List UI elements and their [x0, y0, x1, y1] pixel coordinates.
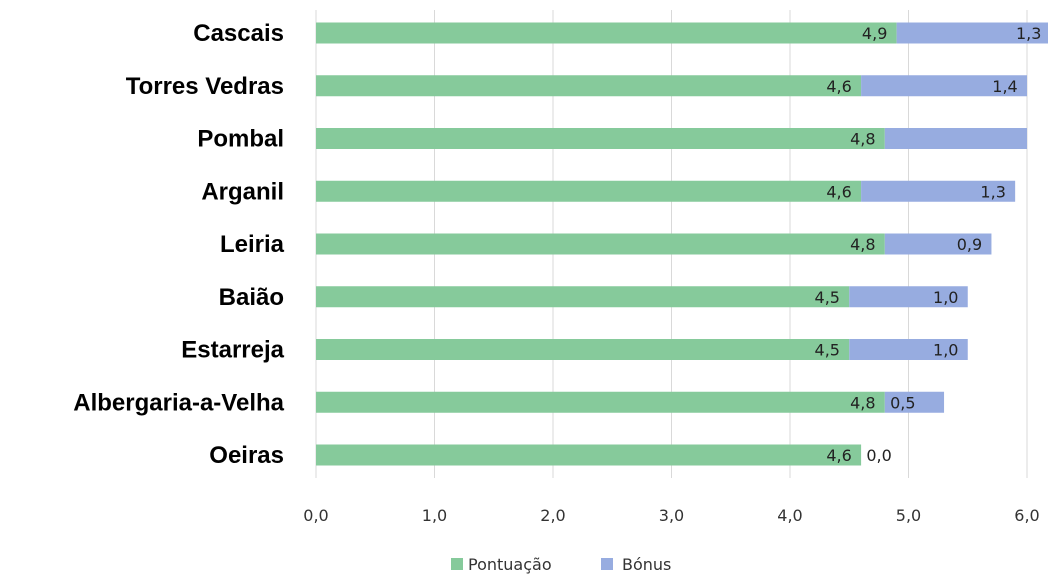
x-tick-label: 5,0 [896, 506, 921, 525]
data-label-bonus-estarreja: 1,0 [933, 341, 958, 360]
data-label-bonus-baiao: 1,0 [933, 288, 958, 307]
bar-pontuacao-pombal [316, 128, 885, 149]
x-tick-label: 4,0 [777, 506, 802, 525]
x-tick-label: 3,0 [659, 506, 684, 525]
x-tick-label: 0,0 [303, 506, 328, 525]
data-label-pontuacao-cascais: 4,9 [862, 24, 887, 43]
bar-bonus-estarreja [849, 339, 968, 360]
bar-bonus-leiria [884, 233, 992, 255]
category-label-estarreja: Estarreja [181, 337, 284, 364]
data-label-bonus-albergaria-a-velha: 0,5 [890, 393, 915, 412]
bar-pontuacao-albergaria-a-velha [316, 391, 885, 413]
data-label-pontuacao-arganil: 4,6 [826, 182, 851, 201]
category-label-cascais: Cascais [193, 20, 284, 47]
data-label-pontuacao-albergaria-a-velha: 4,8 [850, 393, 875, 412]
data-label-pontuacao-oeiras: 4,6 [826, 446, 851, 465]
bar-pontuacao-arganil [316, 180, 862, 202]
bar-bonus-pombal [884, 128, 1027, 149]
x-tick-label: 6,0 [1014, 506, 1039, 525]
legend-label-pontuacao: Pontuação [468, 555, 552, 574]
bar-pontuacao-estarreja [316, 339, 850, 360]
category-label-leiria: Leiria [220, 231, 285, 258]
x-axis-ticks: 0,0 1,0 2,0 3,0 4,0 5,0 6,0 [303, 506, 1039, 525]
legend-label-bonus: Bónus [622, 555, 671, 574]
x-tick-label: 2,0 [540, 506, 565, 525]
bar-pontuacao-baiao [316, 286, 850, 308]
category-label-torres-vedras: Torres Vedras [126, 73, 284, 100]
data-label-bonus-torres-vedras: 1,4 [992, 77, 1017, 96]
category-label-albergaria-a-velha: Albergaria-a-Velha [73, 389, 284, 416]
bar-pontuacao-oeiras [316, 444, 862, 466]
legend-swatch-pontuacao [451, 558, 463, 570]
data-label-bonus-leiria: 0,9 [957, 235, 982, 254]
bar-bonus-albergaria-a-velha [884, 391, 945, 413]
bar-bonus-torres-vedras [861, 75, 1027, 97]
category-label-pombal: Pombal [197, 126, 284, 153]
legend-swatch-bonus [601, 558, 613, 570]
bars [316, 22, 1048, 466]
data-label-pontuacao-estarreja: 4,5 [815, 341, 840, 360]
x-tick-label: 1,0 [422, 506, 447, 525]
data-labels: 4,9 1,3 4,6 1,4 4,8 4,6 1,3 4,8 0,9 4,5 1,0 4,5 1,0 4… [815, 24, 1042, 465]
bar-pontuacao-cascais [316, 22, 897, 44]
data-label-pontuacao-pombal: 4,8 [850, 130, 875, 149]
bar-bonus-arganil [861, 180, 1016, 202]
data-label-bonus-oeiras: 0,0 [866, 446, 891, 465]
data-label-pontuacao-baiao: 4,5 [815, 288, 840, 307]
bar-bonus-baiao [849, 286, 968, 308]
category-label-arganil: Arganil [201, 178, 284, 205]
category-label-baiao: Baião [219, 284, 284, 311]
data-label-pontuacao-torres-vedras: 4,6 [826, 77, 851, 96]
bar-pontuacao-leiria [316, 233, 885, 255]
data-label-bonus-cascais: 1,3 [1016, 24, 1041, 43]
legend: Pontuação Bónus [451, 555, 671, 574]
category-label-oeiras: Oeiras [209, 442, 284, 469]
bar-pontuacao-torres-vedras [316, 75, 862, 97]
data-label-pontuacao-leiria: 4,8 [850, 235, 875, 254]
category-labels: Cascais Torres Vedras Pombal Arganil Leiria B… [73, 20, 284, 469]
bar-bonus-cascais [896, 22, 1048, 44]
data-label-bonus-arganil: 1,3 [980, 182, 1005, 201]
